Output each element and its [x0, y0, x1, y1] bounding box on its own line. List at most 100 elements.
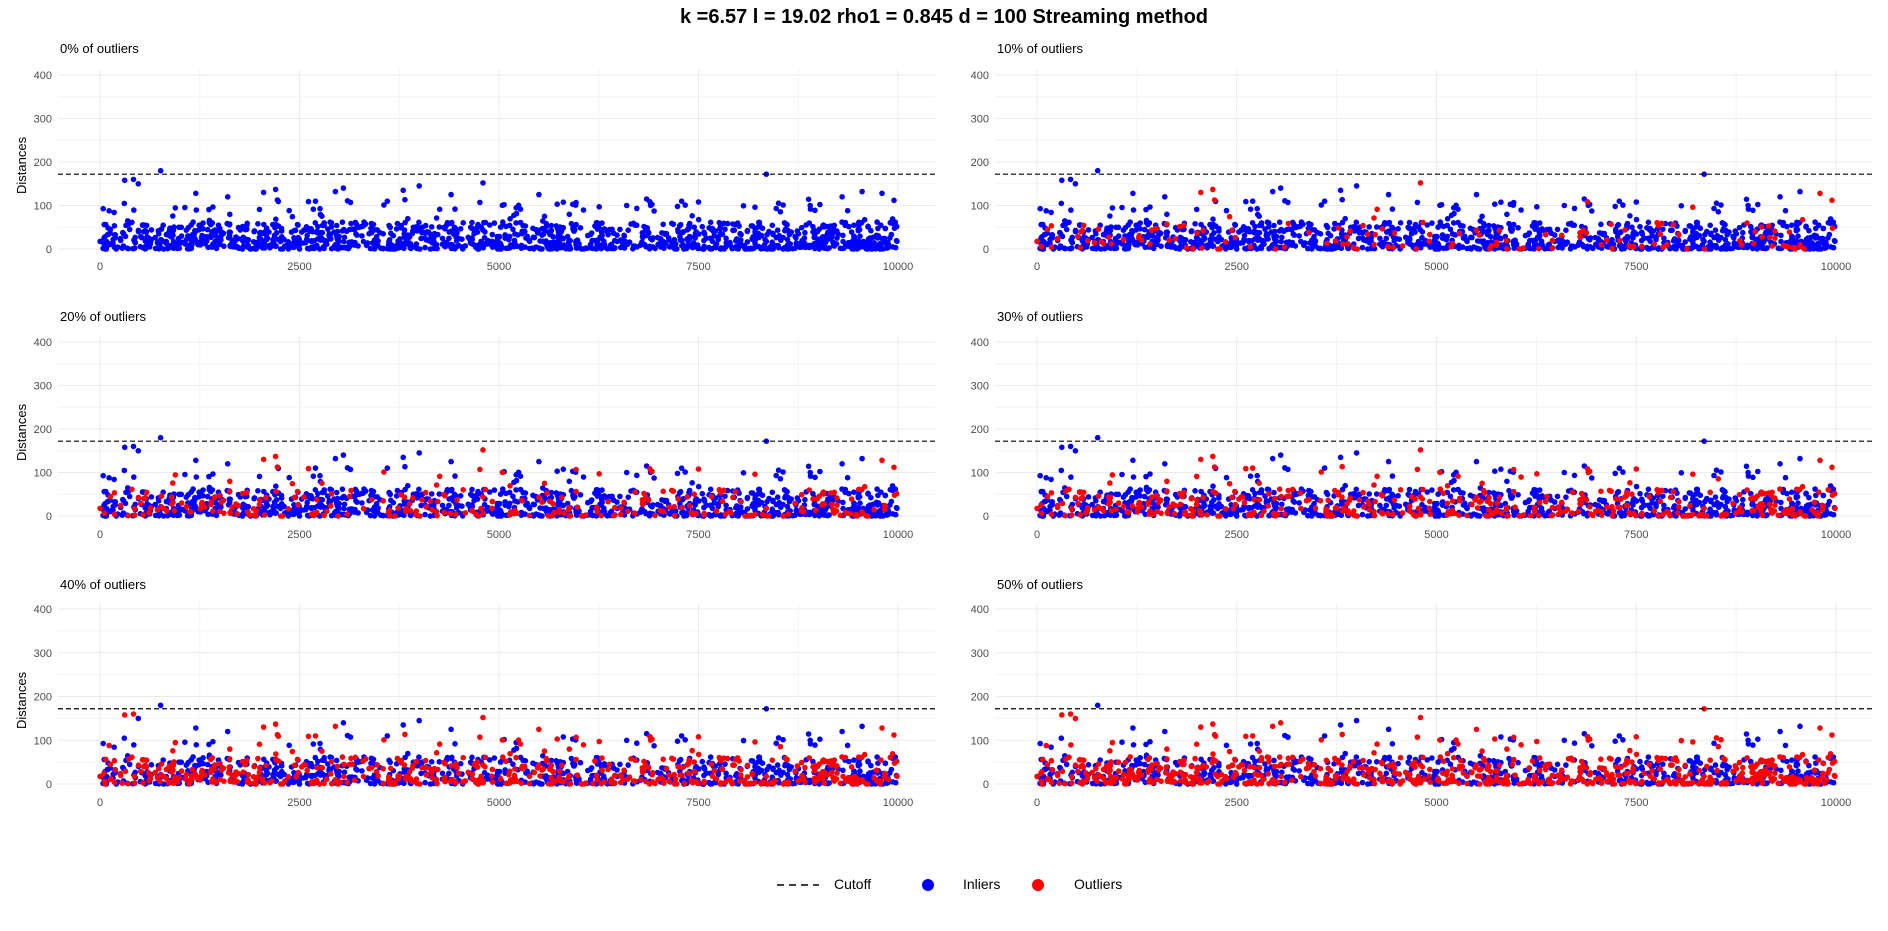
inlier-point: [106, 208, 112, 214]
inlier-point: [721, 246, 728, 252]
inlier-point: [722, 226, 728, 232]
y-tick-label: 400: [34, 70, 52, 82]
inlier-point: [682, 202, 688, 208]
inlier-point: [522, 223, 529, 229]
inlier-point: [774, 227, 781, 233]
inlier-point: [193, 207, 200, 213]
inlier-point: [502, 232, 508, 238]
inlier-point: [515, 232, 521, 238]
x-tick-label: 0: [97, 261, 103, 273]
inlier-point: [841, 245, 847, 251]
inlier-point: [696, 231, 702, 237]
inlier-point: [554, 201, 560, 207]
inlier-point: [436, 206, 443, 213]
inlier-point: [310, 206, 317, 212]
inlier-point: [851, 222, 857, 228]
inlier-point: [707, 219, 714, 226]
inlier-point: [178, 224, 185, 231]
inlier-point: [782, 226, 789, 232]
inlier-point: [371, 227, 378, 233]
x-tick-label: 5000: [487, 261, 511, 273]
inlier-point: [515, 202, 522, 209]
inlier-point: [737, 230, 743, 237]
inlier-point: [752, 204, 758, 210]
inlier-point: [314, 229, 320, 236]
inlier-point: [816, 246, 822, 252]
inlier-point: [111, 232, 118, 238]
inlier-point: [393, 226, 400, 232]
inlier-point: [328, 224, 335, 230]
inlier-point: [101, 235, 107, 241]
inlier-point: [294, 221, 301, 228]
inlier-point: [672, 241, 679, 247]
inlier-point: [261, 221, 267, 228]
panel-gridlines: [58, 69, 935, 257]
inlier-point: [560, 199, 567, 205]
inlier-point: [225, 235, 232, 241]
inlier-point: [870, 234, 876, 241]
inlier-point: [117, 237, 124, 244]
inlier-point: [402, 219, 408, 226]
inlier-point: [621, 232, 627, 239]
inlier-point: [131, 245, 138, 251]
y-tick-label: 300: [34, 114, 52, 126]
inlier-point: [256, 206, 263, 213]
inlier-point: [511, 237, 518, 244]
inlier-point: [651, 208, 657, 214]
inlier-point: [312, 220, 319, 226]
inlier-point: [674, 203, 681, 210]
inlier-point: [422, 222, 429, 229]
inlier-point: [569, 201, 576, 208]
inlier-point: [377, 229, 383, 236]
inlier-point: [675, 229, 681, 235]
inlier-point: [172, 205, 179, 211]
inlier-point: [396, 238, 403, 244]
inlier-point: [305, 198, 312, 205]
inlier-point: [857, 233, 863, 239]
inlier-point: [457, 226, 464, 232]
inlier-point: [840, 238, 846, 245]
y-tick-label: 100: [34, 201, 52, 213]
inlier-point: [286, 207, 293, 214]
inlier-point: [486, 222, 493, 228]
x-tick-label: 7500: [686, 261, 710, 273]
inlier-point: [333, 222, 340, 229]
inlier-point: [406, 234, 413, 240]
x-tick-label: 2500: [287, 261, 311, 273]
x-tick-label: 10000: [883, 261, 914, 273]
inlier-point: [103, 221, 109, 228]
inlier-point: [811, 234, 817, 241]
inlier-point: [733, 245, 740, 252]
inlier-point: [840, 232, 846, 239]
y-tick-label: 0: [46, 244, 52, 256]
inlier-point: [132, 239, 139, 246]
inlier-point: [581, 246, 587, 252]
inlier-point: [446, 235, 452, 242]
inlier-point: [255, 221, 261, 227]
panel-title-0: 0% of outliers: [60, 41, 139, 56]
inlier-point: [439, 235, 446, 242]
inlier-point: [477, 199, 483, 206]
y-tick-label: 200: [34, 157, 52, 169]
inlier-point: [812, 207, 818, 214]
inlier-point: [740, 203, 747, 209]
inlier-point: [469, 219, 475, 226]
inlier-point: [817, 201, 823, 208]
inlier-point: [596, 204, 602, 210]
inlier-point: [781, 220, 788, 226]
chart-title: k =6.57 l = 19.02 rho1 = 0.845 d = 100 S…: [679, 6, 1209, 28]
inlier-point: [431, 230, 438, 237]
inlier-point: [577, 225, 584, 231]
inlier-point: [848, 229, 855, 235]
inlier-point: [777, 209, 784, 215]
inlier-point: [126, 226, 133, 233]
inlier-point: [402, 196, 408, 203]
inlier-point: [844, 207, 851, 214]
inlier-point: [789, 245, 796, 252]
inlier-point: [877, 243, 883, 249]
inlier-point: [529, 245, 535, 251]
points: [97, 167, 900, 252]
inlier-point: [348, 220, 354, 227]
inlier-point: [452, 206, 458, 212]
